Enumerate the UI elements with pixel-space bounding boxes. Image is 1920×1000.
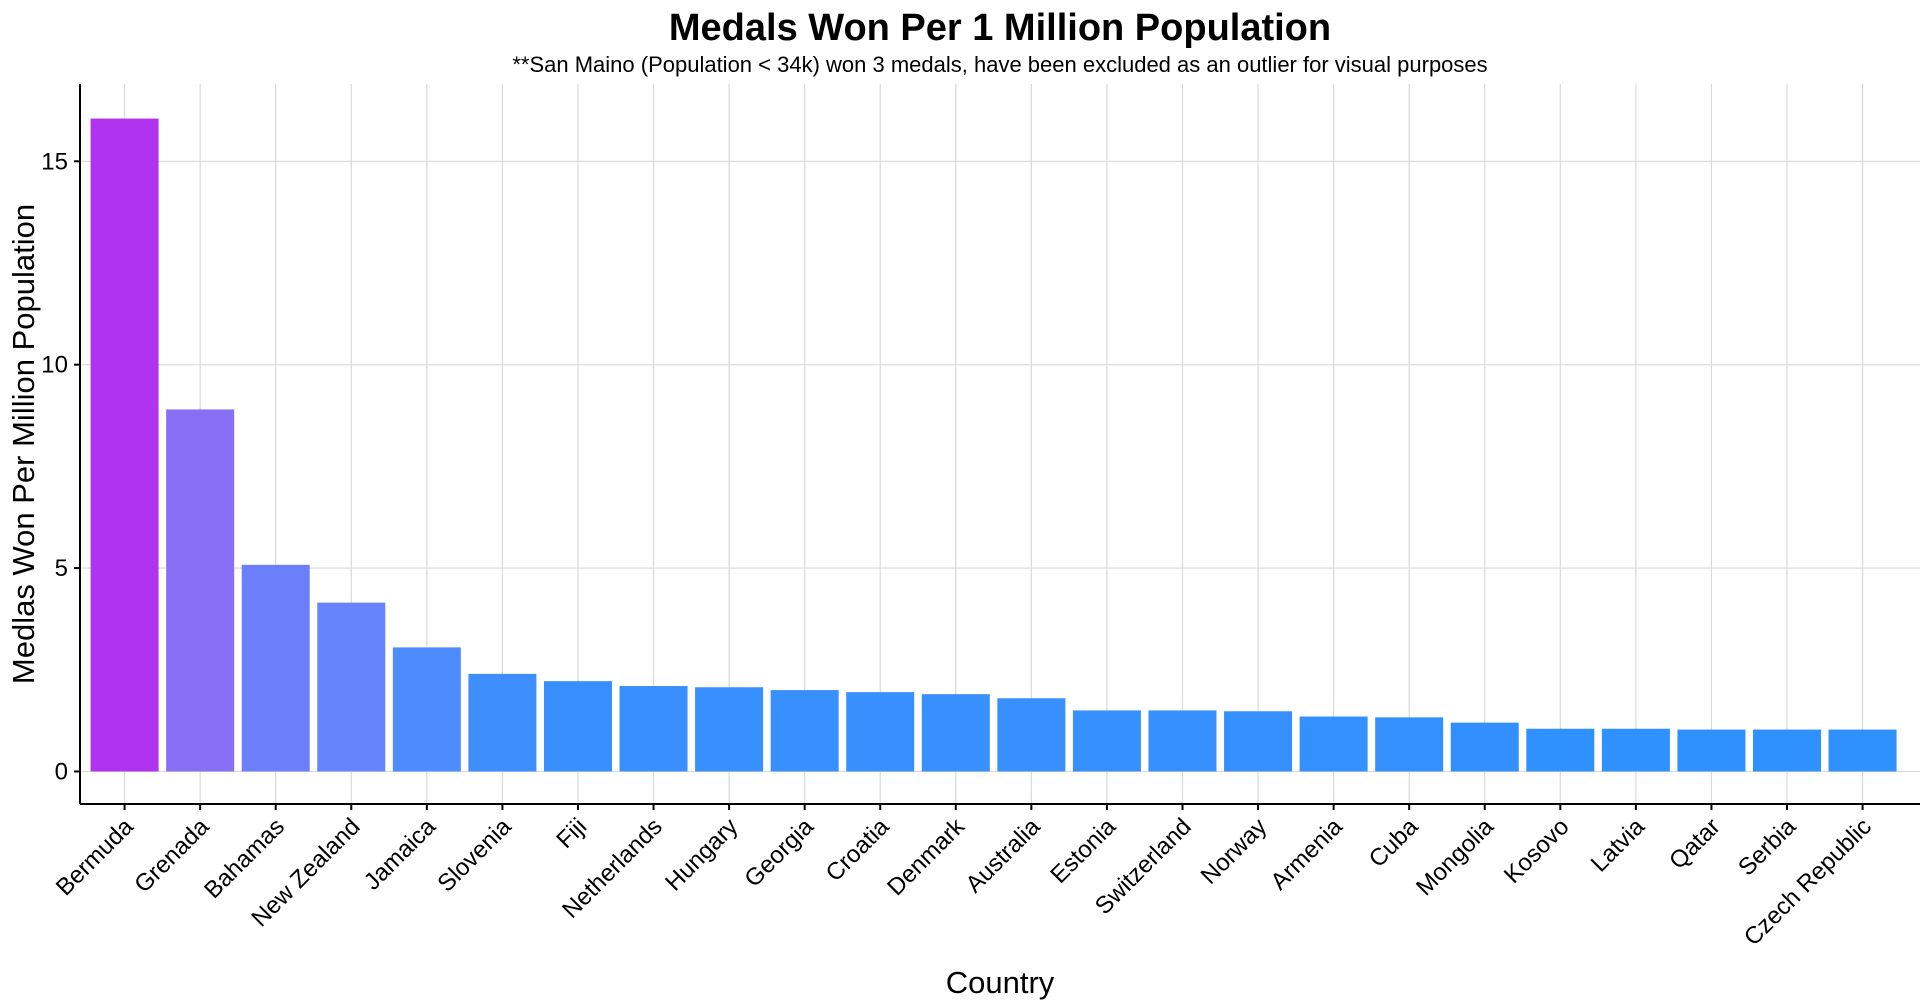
x-tick-label: Fiji — [551, 813, 592, 854]
bars — [90, 118, 1897, 772]
x-tick-label: Bermuda — [51, 813, 139, 901]
y-tick-label: 15 — [41, 148, 68, 175]
x-tick-label: Georgia — [739, 813, 819, 893]
x-tick-label: Australia — [960, 813, 1046, 899]
bar-latvia — [1601, 728, 1670, 772]
y-axis-title: Medlas Won Per Million Population — [6, 204, 41, 684]
bar-norway — [1224, 711, 1293, 772]
axes — [79, 84, 1920, 805]
bar-mongolia — [1450, 722, 1519, 772]
bar-bahamas — [241, 564, 310, 772]
x-tick-label: Hungary — [660, 813, 743, 896]
bar-new-zealand — [317, 602, 386, 772]
x-tick-label: Qatar — [1664, 813, 1726, 875]
bar-cuba — [1375, 717, 1444, 772]
x-tick-label: Mongolia — [1411, 813, 1499, 901]
bar-armenia — [1299, 716, 1368, 772]
y-tick-label: 0 — [55, 758, 68, 785]
x-tick-label: Croatia — [821, 813, 895, 887]
bar-serbia — [1753, 729, 1822, 772]
bar-estonia — [1072, 710, 1141, 772]
x-tick-label: Jamaica — [359, 813, 442, 896]
x-tick-label: Slovenia — [432, 813, 517, 898]
x-tick-label: Czech Republic — [1739, 813, 1877, 951]
x-axis-title: Country — [946, 965, 1055, 1000]
bar-grenada — [166, 409, 235, 772]
x-tick-label: Kosovo — [1499, 813, 1575, 889]
bar-hungary — [695, 687, 764, 772]
x-tick-label: Norway — [1196, 813, 1273, 890]
chart-title: Medals Won Per 1 Million Population — [669, 7, 1331, 49]
y-tick-label: 10 — [41, 352, 68, 379]
bar-czech-republic — [1828, 729, 1897, 772]
bar-netherlands — [619, 686, 688, 772]
chart-subtitle: **San Maino (Population < 34k) won 3 med… — [512, 52, 1487, 77]
bar-georgia — [770, 690, 839, 772]
bar-switzerland — [1148, 710, 1217, 772]
bar-jamaica — [392, 647, 461, 772]
x-tick-label: Armenia — [1266, 813, 1349, 896]
bar-fiji — [543, 681, 612, 772]
y-tick-labels: 0 5 10 15 — [41, 148, 80, 785]
bar-slovenia — [468, 673, 537, 772]
bar-kosovo — [1526, 728, 1595, 772]
x-tick-label: Denmark — [882, 812, 971, 901]
x-tick-label: Cuba — [1364, 813, 1424, 873]
grid — [80, 84, 1920, 804]
bar-bermuda — [90, 118, 159, 772]
x-tick-label: Estonia — [1045, 813, 1121, 889]
bar-croatia — [846, 692, 915, 772]
x-tick-label: Latvia — [1586, 813, 1651, 878]
bar-denmark — [921, 694, 990, 772]
y-tick-label: 5 — [55, 555, 68, 582]
bar-australia — [997, 698, 1066, 772]
x-tick-label: Serbia — [1733, 813, 1802, 882]
bar-qatar — [1677, 729, 1746, 772]
